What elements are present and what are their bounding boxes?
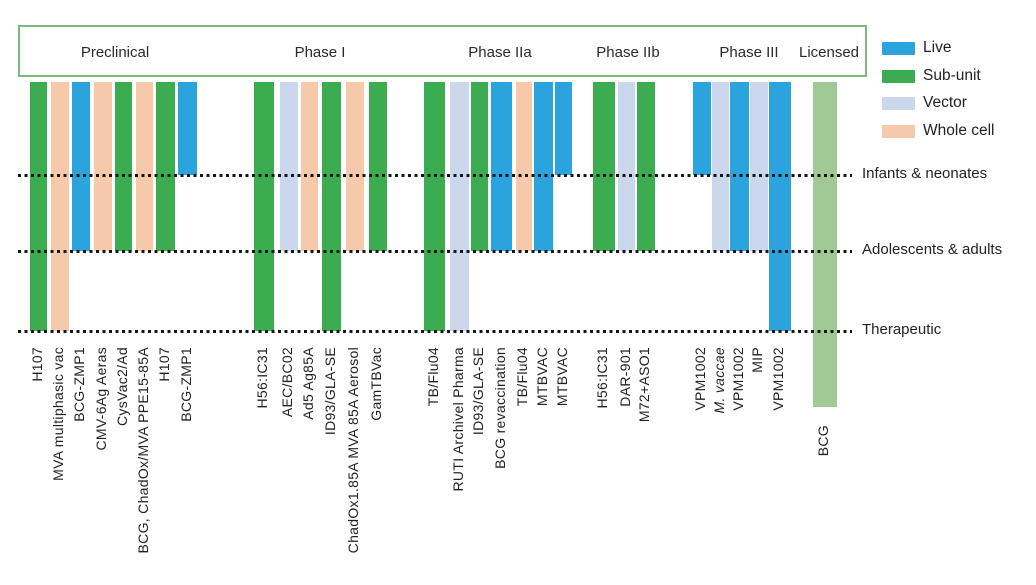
bar-h56-ic31: [254, 82, 274, 331]
population-label-adolescents: Adolescents & adults: [862, 241, 1003, 258]
population-line-therapeutic: [18, 330, 852, 333]
bar-cysvac2-ad: [115, 82, 132, 251]
legend-swatch-subunit: [882, 69, 915, 83]
population-label-infants: Infants & neonates: [862, 165, 988, 182]
bar-label: VPM1002: [729, 347, 746, 411]
bar-label: H107: [155, 347, 172, 382]
bar-label: MIP: [749, 347, 765, 373]
bar-bcg-chadox-mva-ppe15-85a: [136, 82, 153, 251]
bar-tb-flu04: [516, 82, 532, 251]
bar-label: MTBVAC: [533, 347, 550, 407]
phase-label-licensed: Licensed: [798, 44, 860, 61]
bar-h107: [30, 82, 47, 331]
bar-dar-901: [618, 82, 635, 251]
bar-label: H56:IC31: [594, 347, 610, 409]
bar-bcg-zmp1: [178, 82, 197, 175]
bar-id93-gla-se: [471, 82, 488, 251]
bar-bcg-zmp1: [72, 82, 90, 251]
bar-ad5-ag85a: [301, 82, 318, 251]
legend-swatch-live: [882, 42, 915, 55]
bar-mtbvac: [555, 82, 572, 175]
bar-label: MVA multiphasic vac: [50, 347, 66, 481]
bar-label: VPM1002: [692, 347, 708, 411]
bar-label: H107: [28, 347, 45, 382]
bar-tb-flu04: [424, 82, 445, 331]
legend-swatch-vector: [882, 97, 915, 110]
bar-m-vaccae: [712, 82, 729, 251]
phase-label-preclinical: Preclinical: [80, 44, 150, 61]
bar-label: ChadOx1.85A MVA 85A Aerosol: [345, 347, 361, 554]
bar-bcg-revaccination: [491, 82, 512, 251]
bar-label: DAR-901: [616, 347, 633, 407]
bar-bcg: [813, 82, 837, 407]
bar-mva-multiphasic-vac: [51, 82, 69, 331]
population-line-adolescents: [18, 250, 852, 253]
bar-vpm1002: [730, 82, 749, 251]
legend-label-wholecell: Whole cell: [923, 121, 995, 139]
bar-label: ID93/GLA-SE: [469, 347, 486, 436]
population-line-infants: [18, 174, 852, 177]
bar-h107: [156, 82, 175, 251]
bar-mtbvac: [534, 82, 553, 251]
bar-label: RUTI Archivel Pharma: [449, 347, 466, 492]
bar-vpm1002: [693, 82, 711, 175]
bar-label: GamTBVac: [368, 347, 384, 421]
bar-ruti-archivel-pharma: [450, 82, 469, 331]
bar-label: TB/Flu04: [514, 347, 530, 407]
bar-label: BCG-ZMP1: [177, 347, 194, 422]
bar-id93-gla-se: [322, 82, 341, 331]
bar-label: BCG revaccination: [491, 347, 508, 469]
bar-h56-ic31: [593, 82, 615, 251]
phase-label-phase-iia: Phase IIa: [468, 44, 532, 61]
bar-label: M. vaccae: [710, 347, 727, 414]
phase-label-phase-iib: Phase IIb: [596, 44, 660, 61]
bar-label: VPM1002: [770, 347, 786, 411]
bar-label: BCG: [815, 425, 831, 457]
bar-label: M72+ASO1: [636, 347, 652, 423]
bar-aec-bc02: [280, 82, 298, 251]
bar-label: CMV-6Ag Aeras: [93, 347, 109, 451]
population-label-therapeutic: Therapeutic: [862, 321, 942, 338]
phase-label-phase-i: Phase I: [294, 44, 346, 61]
bar-label: MTBVAC: [553, 347, 570, 407]
bar-m72-aso1: [637, 82, 655, 251]
bar-mip: [750, 82, 768, 251]
bar-cmv-6ag-aeras: [94, 82, 112, 251]
bar-label: TB/Flu04: [424, 347, 441, 407]
bar-vpm1002: [769, 82, 791, 331]
bar-gamtbvac: [369, 82, 387, 251]
legend-swatch-wholecell: [882, 124, 915, 138]
legend-label-live: Live: [923, 39, 952, 56]
legend-label-vector: Vector: [923, 94, 967, 111]
bar-label: BCG, ChadOx/MVA PPE15-85A: [134, 347, 151, 554]
bar-label: ID93/GLA-SE: [321, 347, 338, 436]
phase-label-phase-iii: Phase III: [719, 44, 779, 61]
bar-label: CysVac2/Ad: [113, 347, 130, 426]
phase-header-box: [18, 25, 867, 77]
bar-chadox1-85a-mva-85a-aerosol: [346, 82, 364, 251]
bar-label: H56:IC31: [254, 347, 270, 409]
bar-label: AEC/BC02: [279, 347, 295, 418]
bar-label: BCG-ZMP1: [71, 347, 87, 422]
bar-label: Ad5 Ag85A: [299, 347, 316, 420]
legend-label-subunit: Sub-unit: [923, 66, 981, 84]
